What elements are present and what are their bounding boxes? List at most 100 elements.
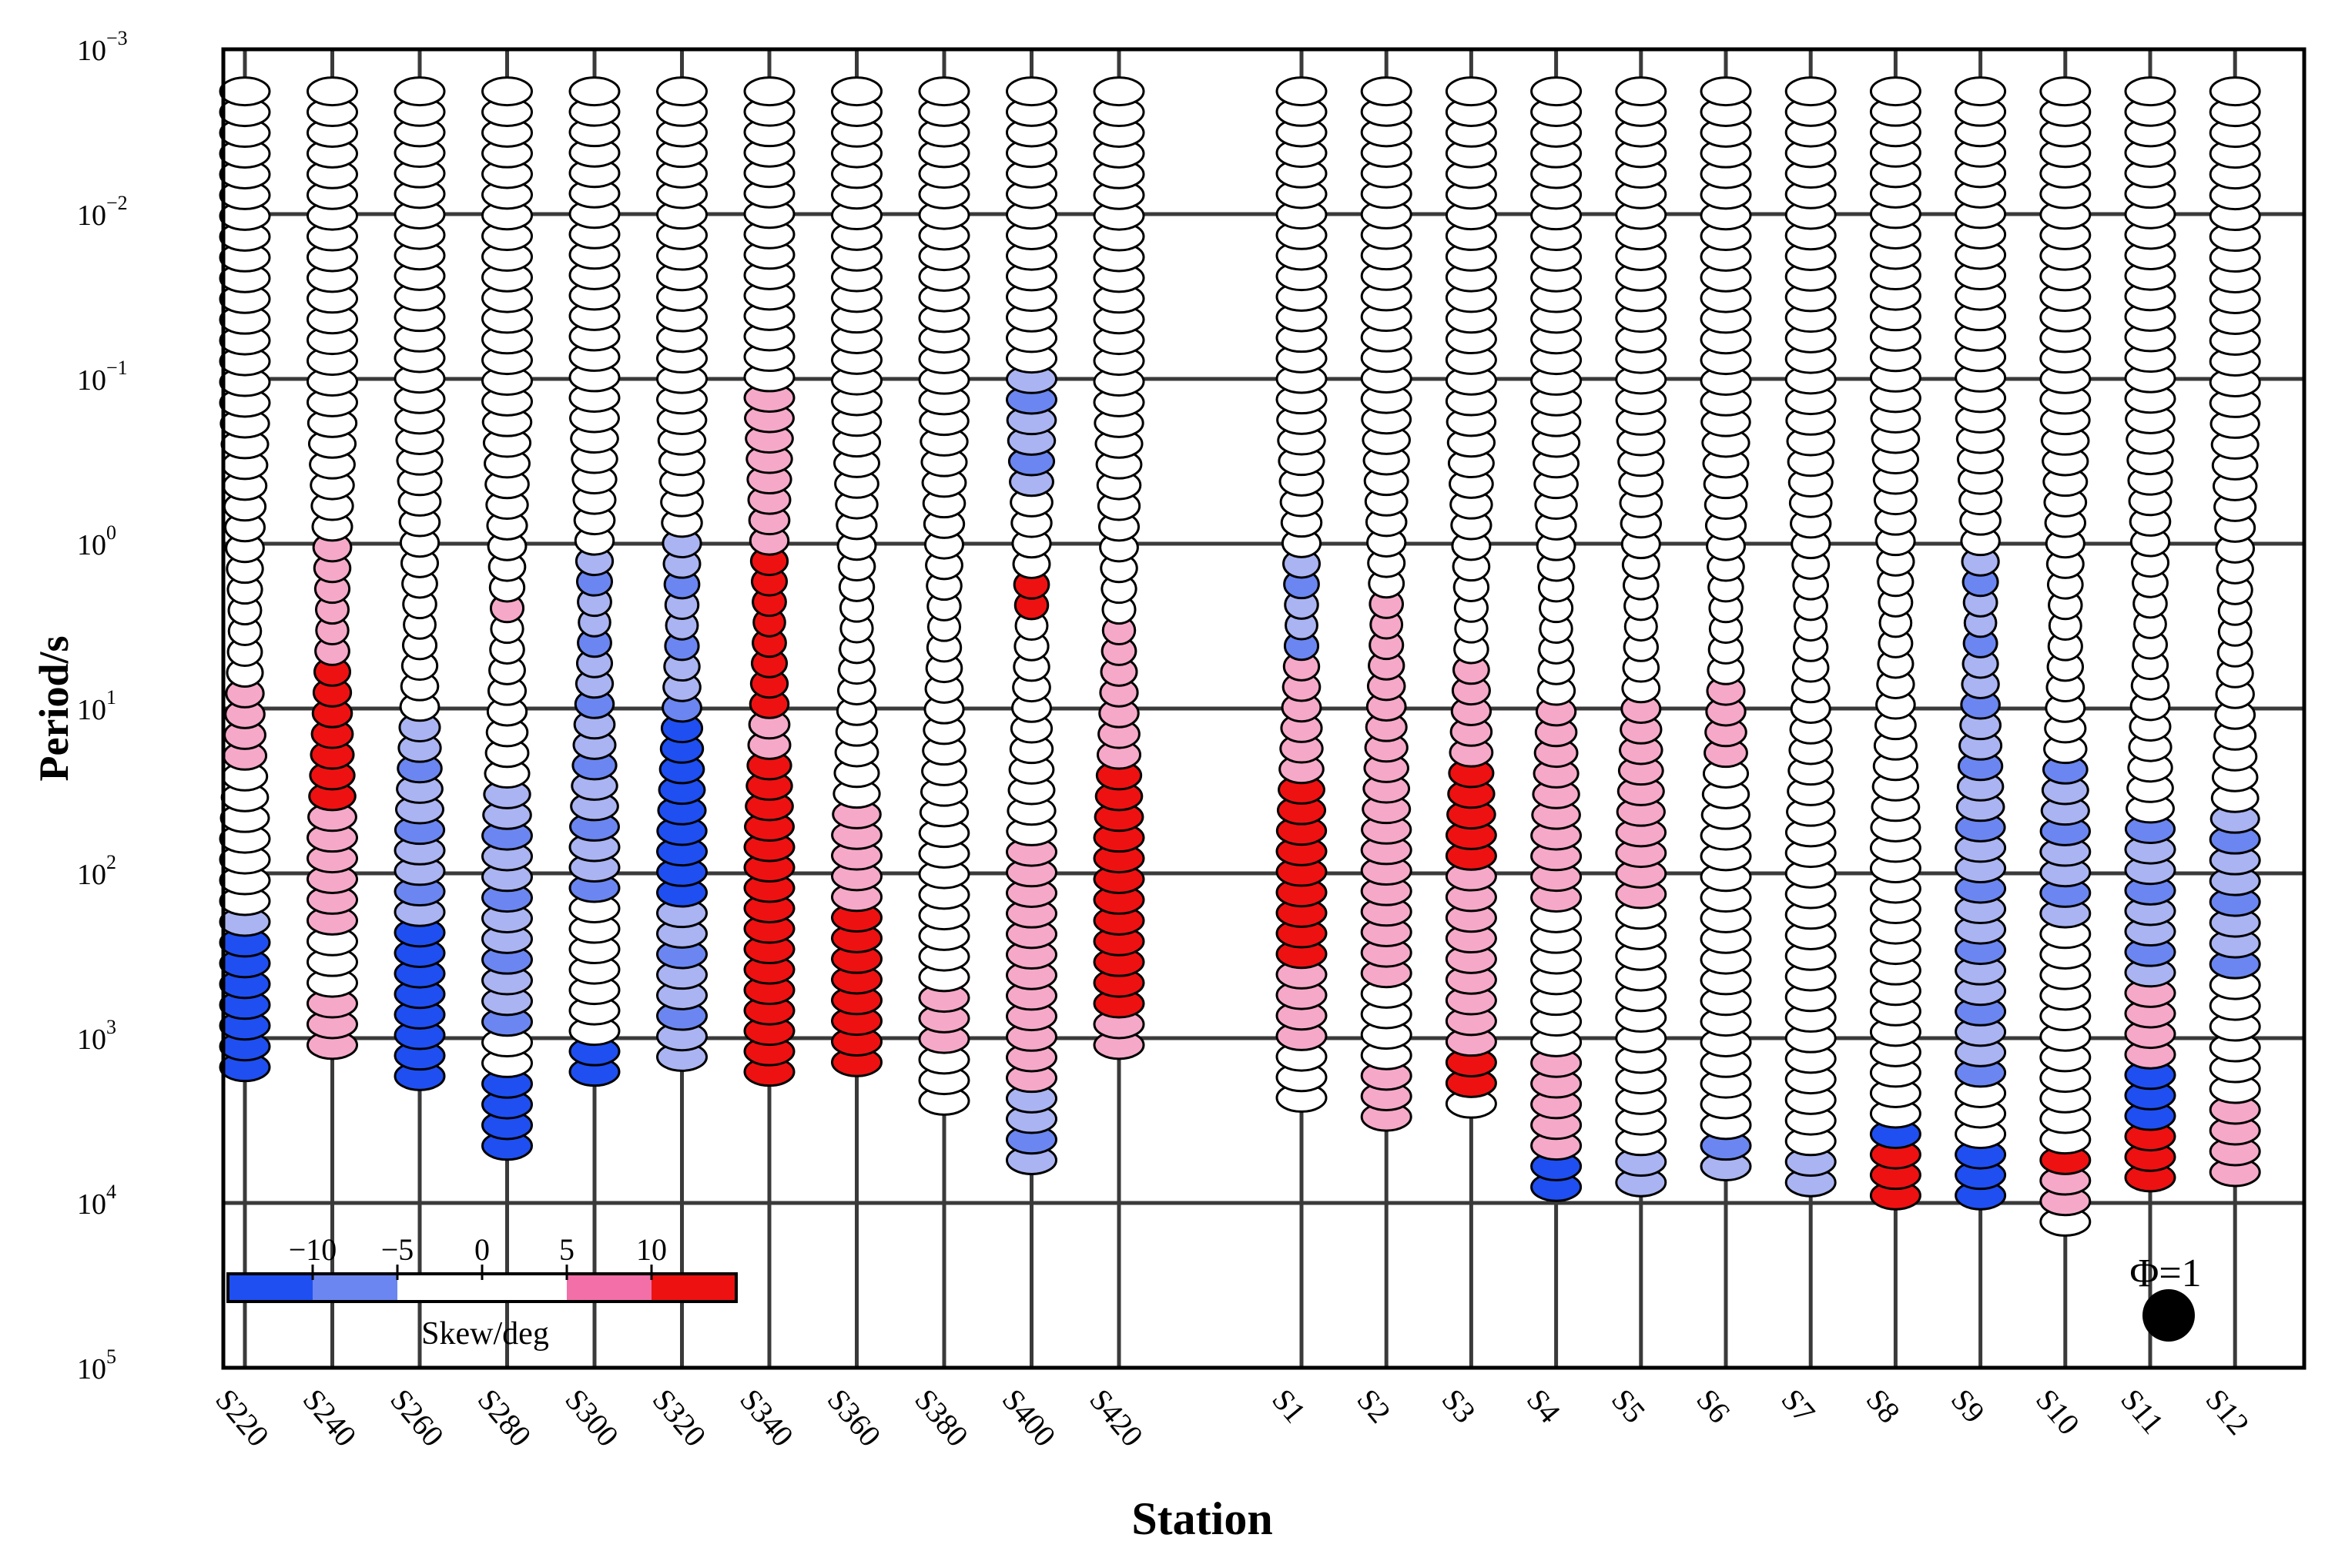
phase-tensor-ellipse (1445, 76, 1497, 107)
legend-tick-label: 0 (474, 1232, 490, 1267)
y-tick-label: 10−3 (77, 27, 128, 67)
station-label: S2 (1350, 1382, 1398, 1429)
station-label: S420 (1083, 1382, 1150, 1453)
phase-tensor-ellipse (831, 76, 883, 107)
station-ellipses-S12 (2209, 76, 2261, 1188)
station-label: S280 (471, 1382, 538, 1453)
legend-bin (313, 1274, 397, 1302)
phase-tensor-ellipse (1275, 76, 1328, 107)
phase-tensor-ellipse (1615, 76, 1667, 107)
station-label: S12 (2199, 1382, 2256, 1442)
station-ellipses-S11 (2124, 76, 2176, 1193)
station-ellipses-S420 (1093, 76, 1145, 1060)
y-tick-label: 100 (77, 521, 116, 561)
station-ellipses-S360 (831, 76, 883, 1077)
legend-bin (397, 1274, 482, 1302)
phase-tensor-ellipse (307, 76, 358, 107)
plot-frame (221, 47, 2307, 1370)
station-ellipses-S400 (1006, 76, 1057, 1175)
station-label: S8 (1860, 1382, 1908, 1429)
phi-scale-circle (2142, 1289, 2195, 1342)
station-label: S360 (821, 1382, 888, 1453)
station-ellipses-S320 (656, 76, 708, 1072)
y-tick-labels: 10−3 10−2 10−1 100 101 102 103 104 105 (77, 27, 128, 1385)
station-label: S7 (1774, 1382, 1822, 1429)
ellipse-layer (219, 76, 2261, 1237)
station-ellipses-S10 (2039, 76, 2092, 1237)
phase-tensor-ellipse (481, 76, 533, 107)
phase-tensor-ellipse (1360, 76, 1412, 107)
phi-scale-reference: Φ=1 (2129, 1251, 2202, 1342)
skew-legend: −10 −5 0 5 10 Skew/deg (226, 1232, 738, 1352)
y-tick-label: 105 (77, 1345, 116, 1385)
station-ellipses-S220 (219, 76, 271, 1083)
legend-tick-label: −5 (381, 1232, 414, 1267)
station-ellipses-S9 (1955, 76, 2007, 1211)
station-label: S240 (296, 1382, 363, 1453)
phase-tensor-ellipse (219, 76, 271, 107)
phase-tensor-ellipse (1955, 76, 2007, 107)
y-tick-label: 104 (77, 1181, 116, 1221)
station-label: S340 (733, 1382, 800, 1453)
phase-tensor-ellipse (1784, 76, 1837, 107)
station-ellipses-S3 (1445, 76, 1497, 1119)
station-ellipses-S2 (1360, 76, 1412, 1132)
station-ellipses-S280 (481, 76, 533, 1161)
station-ellipses-S380 (918, 76, 970, 1116)
legend-tick-label: 5 (559, 1232, 575, 1267)
station-label: S4 (1520, 1382, 1568, 1429)
y-tick-label: 101 (77, 686, 116, 726)
phase-tensor-ellipse (394, 76, 446, 107)
station-labels: S220 S240 S260 S280 S300 S320 S340 S360 S380 S400… (209, 1382, 2256, 1453)
station-label: S260 (384, 1382, 451, 1453)
station-ellipses-S4 (1530, 76, 1583, 1202)
station-ellipses-S340 (743, 76, 796, 1087)
station-ellipses-S300 (568, 76, 621, 1087)
phase-tensor-ellipse (2039, 76, 2092, 107)
legend-bin (652, 1274, 736, 1302)
station-ellipses-S7 (1784, 76, 1837, 1198)
station-label: S11 (2114, 1382, 2171, 1440)
phi-scale-label: Φ=1 (2129, 1251, 2201, 1295)
x-axis-label: Station (1131, 1493, 1272, 1544)
phase-tensor-ellipse (918, 76, 970, 107)
station-label: S400 (996, 1382, 1063, 1453)
phase-tensor-ellipse (743, 76, 796, 107)
legend-bin (228, 1274, 313, 1302)
station-label: S220 (209, 1382, 276, 1453)
phase-tensor-ellipse (1530, 76, 1583, 107)
y-tick-label: 102 (77, 851, 116, 891)
y-axis-label: Period/s (31, 636, 77, 782)
legend-bin (567, 1274, 652, 1302)
phase-tensor-ellipse (568, 76, 621, 107)
station-ellipses-S5 (1615, 76, 1667, 1198)
phase-tensor-ellipse (2209, 76, 2261, 107)
legend-tick-label: −10 (289, 1232, 337, 1267)
station-ellipses-S1 (1275, 76, 1328, 1113)
phase-tensor-ellipse (656, 76, 708, 107)
station-ellipses-S260 (394, 76, 446, 1091)
station-label: S6 (1690, 1382, 1737, 1429)
legend-tick-label: 10 (636, 1232, 667, 1267)
station-ellipses-S6 (1700, 76, 1752, 1182)
y-tick-label: 103 (77, 1016, 116, 1056)
phase-tensor-ellipse (1700, 76, 1752, 107)
station-label: S300 (558, 1382, 625, 1453)
station-label: S320 (646, 1382, 713, 1453)
phase-tensor-ellipse (1006, 76, 1057, 107)
station-label: S9 (1945, 1382, 1992, 1429)
legend-title: Skew/deg (421, 1316, 549, 1352)
phase-tensor-ellipse (1869, 76, 1921, 107)
phase-tensor-ellipse (1093, 76, 1145, 107)
y-tick-label: 10−2 (77, 192, 128, 232)
station-label: S380 (908, 1382, 975, 1453)
phase-tensor-ellipse (2124, 76, 2176, 107)
station-label: S1 (1265, 1382, 1313, 1429)
station-ellipses-S240 (307, 76, 358, 1060)
station-label: S3 (1436, 1382, 1483, 1429)
station-label: S10 (2029, 1382, 2086, 1442)
station-ellipses-S8 (1869, 76, 1921, 1211)
station-label: S5 (1605, 1382, 1653, 1429)
legend-ticks: −10 −5 0 5 10 (289, 1232, 667, 1280)
